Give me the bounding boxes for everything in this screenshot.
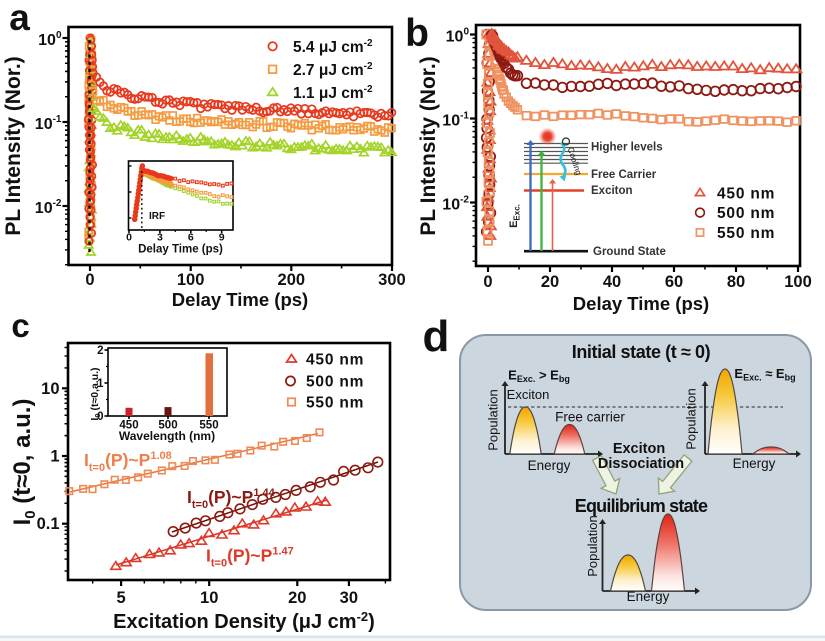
svg-text:b: b [405, 12, 429, 55]
svg-text:6: 6 [188, 232, 194, 244]
svg-text:a: a [9, 0, 30, 38]
svg-text:0: 0 [97, 411, 103, 423]
svg-text:Free carrier: Free carrier [555, 410, 625, 425]
svg-text:I0 (t≈0, a.u.): I0 (t≈0, a.u.) [9, 399, 39, 526]
svg-text:450: 450 [119, 420, 138, 432]
svg-text:450 nm: 450 nm [306, 352, 364, 369]
svg-text:500: 500 [158, 420, 177, 432]
svg-text:Population: Population [585, 515, 600, 576]
svg-text:Population: Population [486, 389, 501, 450]
svg-text:0: 0 [85, 271, 94, 289]
svg-text:Higher levels: Higher levels [591, 142, 663, 154]
svg-text:0.1: 0.1 [37, 515, 60, 533]
svg-text:10: 10 [200, 589, 218, 607]
svg-text:10: 10 [41, 380, 59, 398]
svg-text:Delay Time (ps): Delay Time (ps) [172, 289, 308, 310]
svg-text:60: 60 [665, 273, 683, 291]
svg-text:550 nm: 550 nm [717, 225, 775, 242]
svg-text:Delay Time (ps): Delay Time (ps) [138, 244, 223, 256]
svg-text:0: 0 [126, 232, 132, 244]
svg-text:c: c [11, 307, 29, 344]
svg-text:PL Intensity (Nor.): PL Intensity (Nor.) [2, 56, 25, 235]
svg-text:450 nm: 450 nm [717, 185, 775, 202]
svg-text:2: 2 [97, 345, 103, 357]
svg-text:1: 1 [50, 448, 59, 466]
svg-text:d: d [423, 312, 450, 361]
svg-text:Wavelength (nm): Wavelength (nm) [119, 429, 215, 443]
svg-text:Dissociation: Dissociation [598, 456, 684, 472]
svg-text:Energy: Energy [627, 589, 670, 604]
svg-text:Free Carrier: Free Carrier [591, 169, 657, 181]
svg-text:Equilibrium state: Equilibrium state [575, 496, 708, 516]
svg-text:9: 9 [219, 232, 225, 244]
svg-text:20: 20 [541, 273, 559, 291]
svg-text:5: 5 [116, 589, 125, 607]
svg-text:80: 80 [727, 273, 745, 291]
svg-text:Exciton: Exciton [591, 185, 633, 197]
svg-text:Initial state (t ≈ 0): Initial state (t ≈ 0) [572, 342, 711, 362]
svg-text:500 nm: 500 nm [306, 374, 364, 391]
svg-text:Delay Time (ps): Delay Time (ps) [573, 293, 709, 314]
svg-text:PL Intensity (Nor.): PL Intensity (Nor.) [417, 56, 440, 235]
svg-text:100: 100 [177, 271, 205, 289]
svg-text:It=0(P)~P1.47: It=0(P)~P1.47 [206, 546, 294, 570]
svg-text:Exciton: Exciton [507, 387, 550, 402]
svg-text:Excitation Density (μJ cm-2): Excitation Density (μJ cm-2) [113, 609, 375, 633]
svg-text:2.7 μJ cm-2: 2.7 μJ cm-2 [293, 61, 373, 79]
svg-text:1.1 μJ cm-2: 1.1 μJ cm-2 [293, 84, 373, 102]
svg-text:550 nm: 550 nm [306, 395, 364, 412]
svg-text:Energy: Energy [733, 456, 776, 471]
svg-text:Energy: Energy [528, 458, 571, 473]
svg-text:300: 300 [378, 271, 406, 289]
svg-text:It=0(P)~P1.44: It=0(P)~P1.44 [187, 487, 276, 511]
svg-text:I0 (t≈0,a.u.): I0 (t≈0,a.u.) [89, 367, 102, 420]
svg-text:Ground State: Ground State [593, 246, 666, 258]
svg-text:30: 30 [340, 589, 358, 607]
svg-text:20: 20 [288, 589, 306, 607]
svg-text:0: 0 [483, 273, 492, 291]
svg-text:1: 1 [97, 378, 104, 390]
svg-text:It=0(P)~P1.08: It=0(P)~P1.08 [84, 450, 172, 474]
svg-text:550: 550 [199, 420, 218, 432]
svg-text:5.4 μJ cm-2: 5.4 μJ cm-2 [293, 38, 373, 56]
svg-text:500 nm: 500 nm [717, 205, 775, 222]
svg-text:40: 40 [603, 273, 621, 291]
svg-text:Exciton: Exciton [613, 441, 665, 457]
svg-text:EExc. > Ebg: EExc. > Ebg [508, 368, 570, 385]
svg-text:200: 200 [278, 271, 306, 289]
svg-text:IRF: IRF [149, 211, 165, 222]
svg-text:3: 3 [157, 232, 163, 244]
svg-text:100: 100 [784, 273, 812, 291]
svg-text:Population: Population [684, 388, 699, 449]
